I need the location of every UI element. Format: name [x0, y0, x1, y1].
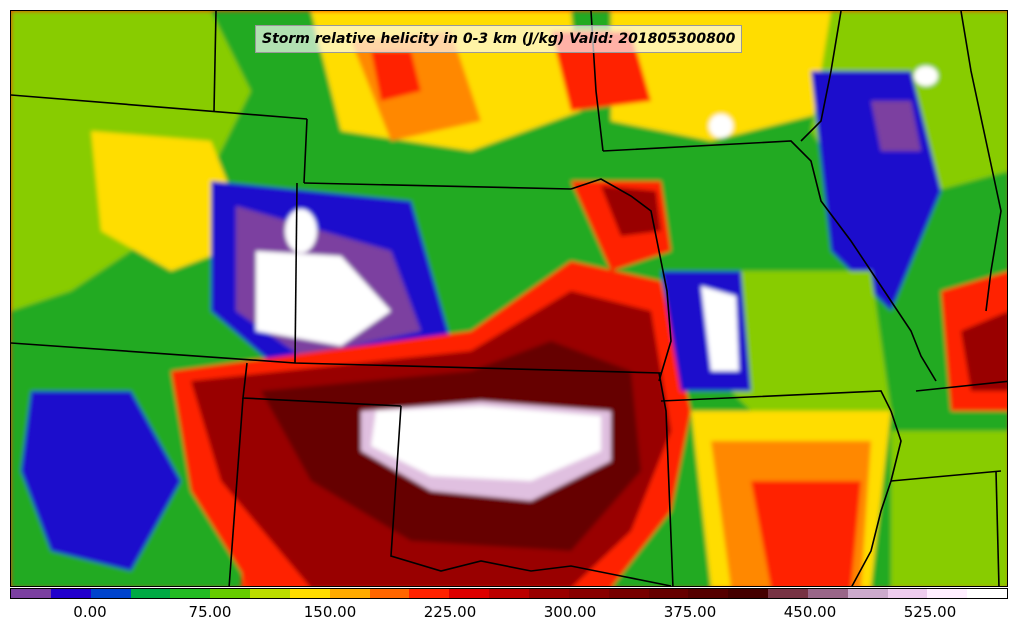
colorbar-tick-label: 0.00 — [73, 603, 107, 621]
colorbar-swatch — [449, 589, 490, 598]
map-title: Storm relative helicity in 0-3 km (J/kg)… — [255, 25, 743, 53]
border-line — [303, 118, 308, 184]
helicity-region — [961, 311, 1007, 391]
colorbar-tick-label: 75.00 — [188, 603, 232, 621]
border-line — [890, 470, 1002, 482]
colorbar — [10, 588, 1008, 599]
colorbar-swatch — [369, 589, 410, 598]
colorbar-swatch — [887, 589, 928, 598]
colorbar-swatch — [90, 589, 131, 598]
helicity-max-region — [709, 114, 733, 138]
colorbar-swatch — [130, 589, 171, 598]
colorbar-swatch — [11, 589, 51, 598]
border-line — [602, 140, 937, 382]
colorbar-tick-label: 300.00 — [543, 603, 597, 621]
colorbar-tick-label: 150.00 — [303, 603, 357, 621]
border-line — [570, 178, 672, 382]
colorbar-tick-label: 225.00 — [423, 603, 477, 621]
colorbar-swatch — [847, 589, 888, 598]
border-line — [228, 397, 244, 586]
border-line — [658, 372, 674, 586]
border-line — [660, 390, 892, 412]
border-line — [915, 380, 1007, 392]
border-line — [960, 11, 1002, 312]
helicity-region — [21, 391, 181, 571]
colorbar-tick-label: 375.00 — [663, 603, 717, 621]
border-line — [11, 94, 308, 120]
helicity-region — [891, 431, 1007, 586]
border-line — [213, 11, 217, 112]
helicity-region — [871, 101, 921, 151]
border-line — [390, 405, 672, 586]
helicity-max-region — [914, 66, 938, 86]
colorbar-swatch — [489, 589, 529, 598]
colorbar-tick-label: 450.00 — [783, 603, 837, 621]
colorbar-swatch — [927, 589, 968, 598]
colorbar-swatch — [768, 589, 808, 598]
border-line — [851, 410, 902, 586]
border-line — [303, 182, 572, 190]
colorbar-swatch — [409, 589, 450, 598]
colorbar-swatch — [250, 589, 290, 598]
state-borders — [11, 11, 1007, 586]
helicity-max-region — [371, 406, 601, 481]
colorbar-swatch — [170, 589, 211, 598]
helicity-region — [711, 271, 891, 431]
helicity-max-region — [701, 286, 739, 371]
colorbar-swatch — [608, 589, 649, 598]
helicity-max-region — [285, 209, 317, 253]
colorbar-swatch — [50, 589, 91, 598]
helicity-region — [371, 51, 421, 101]
helicity-map: Storm relative helicity in 0-3 km (J/kg)… — [10, 10, 1008, 587]
colorbar-swatch — [289, 589, 330, 598]
border-line — [294, 182, 298, 364]
colorbar-swatch — [807, 589, 848, 598]
colorbar-swatch — [967, 589, 1008, 598]
colorbar-tick-labels: 0.00 75.00 150.00 225.00 300.00 375.00 450.00 5… — [10, 603, 1008, 625]
colorbar-swatch — [568, 589, 609, 598]
colorbar-swatch — [210, 589, 251, 598]
colorbar-swatch — [528, 589, 569, 598]
helicity-region — [601, 186, 661, 236]
colorbar-swatch — [728, 589, 769, 598]
colorbar-tick-label: 525.00 — [903, 603, 957, 621]
colorbar-swatch — [648, 589, 689, 598]
helicity-max-region — [256, 251, 391, 346]
colorbar-swatch — [688, 589, 729, 598]
helicity-field — [11, 11, 1007, 586]
border-line — [11, 342, 662, 374]
border-line — [800, 11, 842, 142]
colorbar-swatch — [329, 589, 370, 598]
helicity-region — [751, 481, 861, 586]
border-line — [995, 470, 1000, 586]
